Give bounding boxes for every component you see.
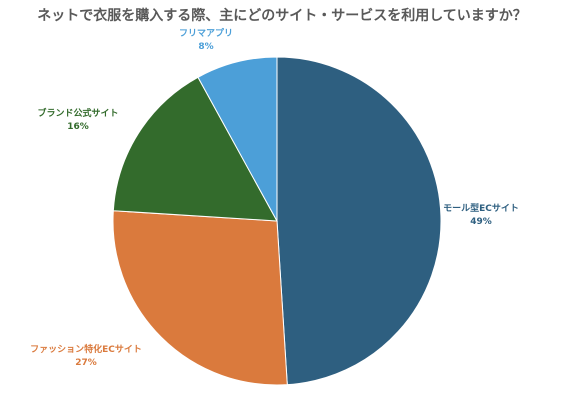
slice-label-value: 8% xyxy=(198,42,214,52)
slice-label-flea-market-app: フリマアプリ 8% xyxy=(179,28,233,54)
slice-label-brand-official: ブランド公式サイト 16% xyxy=(37,108,118,134)
slice-label-mall-ec: モール型ECサイト 49% xyxy=(443,203,519,229)
slice-label-name: ブランド公式サイト xyxy=(37,109,119,119)
slice-mall-ec xyxy=(276,56,442,386)
slice-label-value: 27% xyxy=(75,358,97,368)
slice-label-name: ファッション特化ECサイト xyxy=(30,345,142,355)
slice-flea-market-app xyxy=(197,56,278,222)
slice-label-fashion-ec: ファッション特化ECサイト 27% xyxy=(30,344,142,370)
slice-label-name: フリマアプリ xyxy=(178,29,234,39)
slice-brand-official xyxy=(112,76,278,222)
slice-label-name: モール型ECサイト xyxy=(443,204,519,214)
slice-fashion-ec xyxy=(112,210,288,386)
slice-label-value: 49% xyxy=(470,217,492,227)
slice-label-value: 16% xyxy=(67,122,89,132)
chart-title: ネットで衣服を購入する際、主にどのサイト・サービスを利用していますか？ xyxy=(37,8,527,24)
